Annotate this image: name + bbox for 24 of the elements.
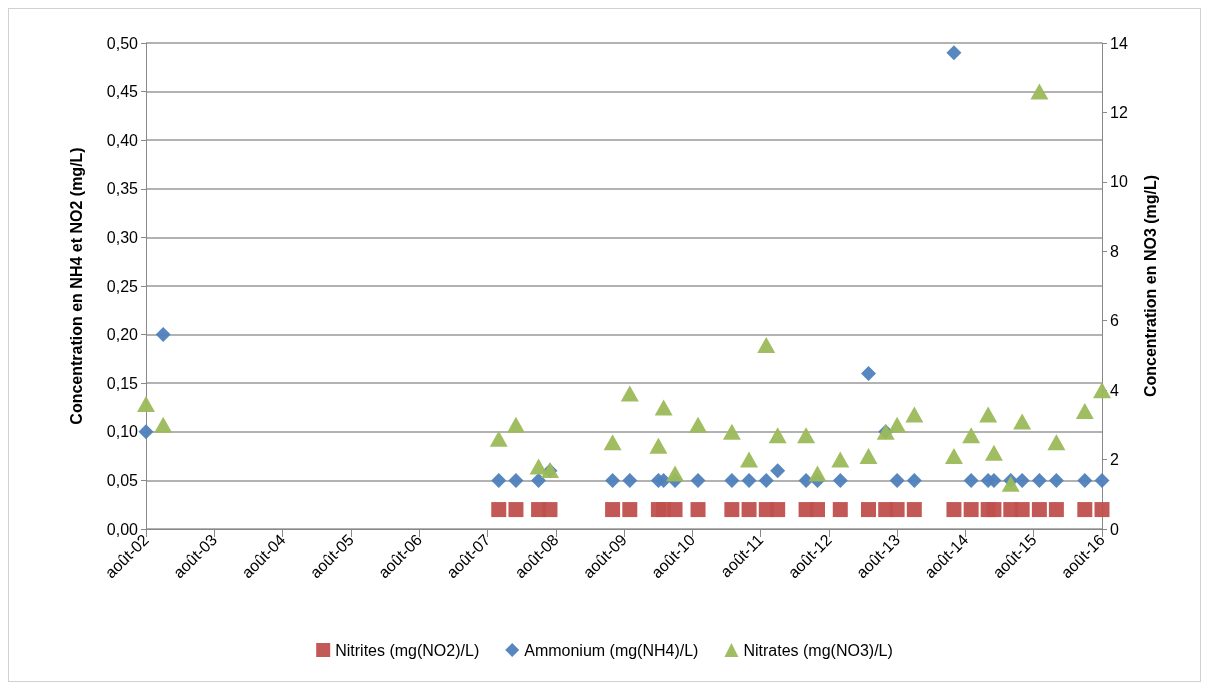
y-axis-title: Concentration en NH4 et NO2 (mg/L) bbox=[67, 147, 85, 425]
y2-tick-label: 0 bbox=[1110, 520, 1119, 538]
y-tick-label: 0,50 bbox=[106, 34, 139, 52]
y2-tick-label: 12 bbox=[1110, 103, 1128, 121]
y2-tick-label: 8 bbox=[1110, 242, 1119, 260]
legend-label: Ammonium (mg(NH4)/L) bbox=[524, 641, 699, 659]
y-tick-label: 0,30 bbox=[106, 228, 139, 246]
y2-axis-title: Concentration en NO3 (mg/L) bbox=[1141, 174, 1159, 398]
y-tick-label: 0,25 bbox=[106, 277, 139, 295]
y-tick-label: 0,00 bbox=[106, 520, 139, 538]
y-tick-label: 0,20 bbox=[106, 326, 139, 344]
y2-tick-label: 14 bbox=[1110, 34, 1128, 52]
y-tick-label: 0,35 bbox=[106, 180, 139, 198]
y2-tick-label: 6 bbox=[1110, 312, 1119, 330]
y-tick-label: 0,40 bbox=[106, 131, 139, 149]
legend-label: Nitrites (mg(NO2)/L) bbox=[335, 641, 480, 659]
y-tick-label: 0,05 bbox=[106, 471, 139, 489]
y2-tick-label: 10 bbox=[1110, 173, 1128, 191]
legend-label: Nitrates (mg(NO3)/L) bbox=[743, 641, 893, 659]
y-tick-label: 0,15 bbox=[106, 374, 139, 392]
y2-tick-label: 4 bbox=[1110, 381, 1119, 399]
y2-tick-label: 2 bbox=[1110, 451, 1119, 469]
y-tick-label: 0,45 bbox=[106, 83, 139, 101]
y-tick-label: 0,10 bbox=[106, 423, 139, 441]
